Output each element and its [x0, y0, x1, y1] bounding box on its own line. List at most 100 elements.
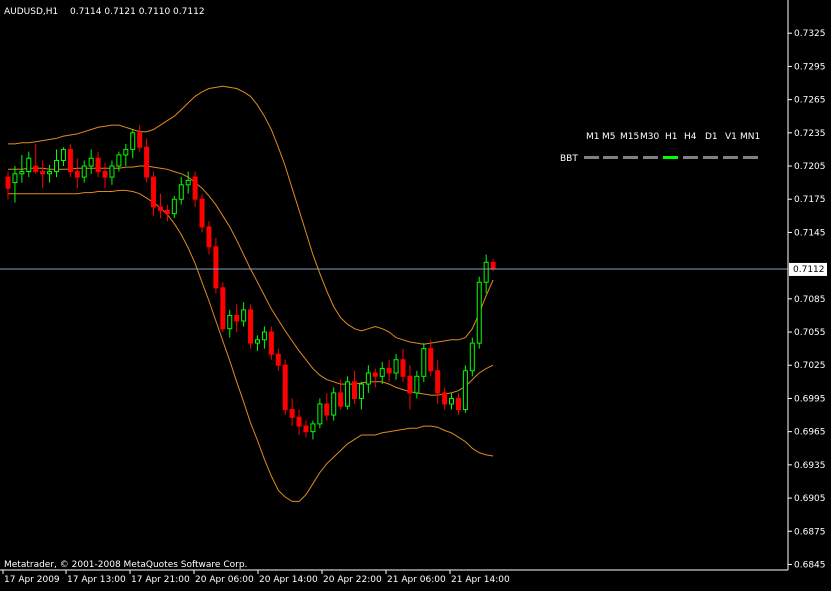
candle-body — [331, 392, 337, 416]
candle-body — [171, 198, 177, 215]
candle-body — [164, 209, 170, 215]
candle-body — [407, 375, 413, 394]
candle — [407, 365, 413, 410]
candle-body — [324, 403, 330, 416]
candle-body — [109, 165, 115, 178]
timeframe-status-d1 — [703, 156, 718, 159]
candle — [483, 254, 489, 294]
candle — [40, 160, 46, 189]
timeframe-label-mn1: MN1 — [740, 132, 760, 142]
timeframe-label-h1: H1 — [665, 132, 678, 142]
y-tick-label: 0.7295 — [794, 62, 826, 72]
candle — [365, 365, 371, 393]
candle — [414, 370, 420, 399]
x-axis: 17 Apr 2009 17 Apr 13:00 17 Apr 21:00 20 Ap… — [2, 570, 510, 585]
candle-body — [130, 132, 136, 150]
current-price-badge: 0.7112 — [789, 262, 827, 276]
bollinger-bands — [8, 85, 494, 502]
candle-body — [414, 375, 420, 394]
timeframe-label-m15: M15 — [620, 132, 639, 142]
candle — [192, 171, 198, 207]
candle-body — [449, 397, 455, 405]
candle — [54, 149, 60, 178]
candle-body — [54, 159, 60, 173]
candle-body — [476, 281, 482, 344]
candle-body — [144, 146, 150, 178]
candle-body — [206, 226, 212, 248]
candle-body — [234, 314, 240, 322]
candle — [310, 420, 316, 440]
candle — [157, 193, 163, 219]
candle — [151, 171, 157, 216]
candle — [476, 276, 482, 349]
timeframe-label-m1: M1 — [586, 132, 600, 142]
x-tick-label: 20 Apr 06:00 — [195, 575, 254, 585]
candle — [81, 160, 87, 183]
candle — [393, 354, 399, 380]
timeframe-label-h4: H4 — [684, 132, 697, 142]
candle — [469, 337, 475, 377]
y-tick-label: 0.7085 — [794, 295, 826, 305]
candle-body — [338, 392, 344, 407]
timeframe-status-m5 — [603, 156, 618, 159]
candle-body — [421, 348, 427, 377]
candle-body — [393, 359, 399, 374]
y-tick-label: 0.6875 — [794, 527, 826, 537]
candle — [331, 387, 337, 421]
candle — [345, 376, 351, 410]
x-tick-label: 17 Apr 13:00 — [67, 575, 126, 585]
candle-body — [483, 261, 489, 283]
y-axis: 0.7325 0.7295 0.7265 0.7235 0.7205 0.7175 0.71… — [788, 29, 826, 570]
candle-body — [40, 171, 46, 175]
candle — [123, 143, 129, 167]
candle — [164, 204, 170, 222]
candle-body — [490, 261, 496, 270]
band-upper — [8, 85, 494, 345]
x-tick-label: 17 Apr 21:00 — [131, 575, 190, 585]
candle — [289, 398, 295, 427]
candle-body — [379, 368, 385, 377]
y-tick-label: 0.7175 — [794, 195, 826, 205]
candle — [19, 154, 25, 183]
candle-body — [254, 339, 260, 344]
candle — [220, 282, 226, 333]
candle-body — [88, 157, 94, 167]
candle-body — [400, 359, 406, 377]
candle-body — [303, 425, 309, 433]
candle-body — [102, 171, 108, 178]
candle-body — [282, 364, 288, 411]
candle — [227, 309, 233, 338]
candle-body — [137, 132, 143, 148]
candle — [241, 302, 247, 327]
candle — [171, 195, 177, 219]
candle-body — [435, 370, 441, 394]
y-tick-label: 0.6965 — [794, 428, 826, 438]
x-tick-label: 20 Apr 22:00 — [323, 575, 382, 585]
candle — [421, 343, 427, 382]
timeframe-label-d1: D1 — [705, 132, 718, 142]
candle-body — [241, 309, 247, 322]
y-tick-label: 0.7265 — [794, 96, 826, 106]
y-tick-label: 0.6845 — [794, 560, 826, 570]
candle-body — [74, 171, 80, 178]
candle-body — [275, 353, 281, 366]
candle — [234, 304, 240, 333]
symbol-title: AUDUSD,H1 — [4, 7, 58, 17]
bbt-indicator-panel: BBT M1 M5 M15 M30 H1 H4 D1 V1 MN1 — [560, 132, 760, 164]
x-tick-label: 17 Apr 2009 — [4, 575, 60, 585]
candle-body — [261, 331, 267, 341]
candle-body — [116, 154, 122, 167]
candle — [5, 171, 11, 200]
candle — [268, 326, 274, 360]
y-tick-label: 0.7325 — [794, 29, 826, 39]
candle-body — [213, 246, 219, 289]
candle — [435, 359, 441, 404]
y-tick-label: 0.6995 — [794, 394, 826, 404]
candle — [352, 370, 357, 404]
candle — [109, 160, 115, 185]
candle — [199, 193, 205, 233]
candle — [95, 151, 101, 178]
y-tick-label: 0.7145 — [794, 228, 826, 238]
candle — [178, 177, 184, 205]
